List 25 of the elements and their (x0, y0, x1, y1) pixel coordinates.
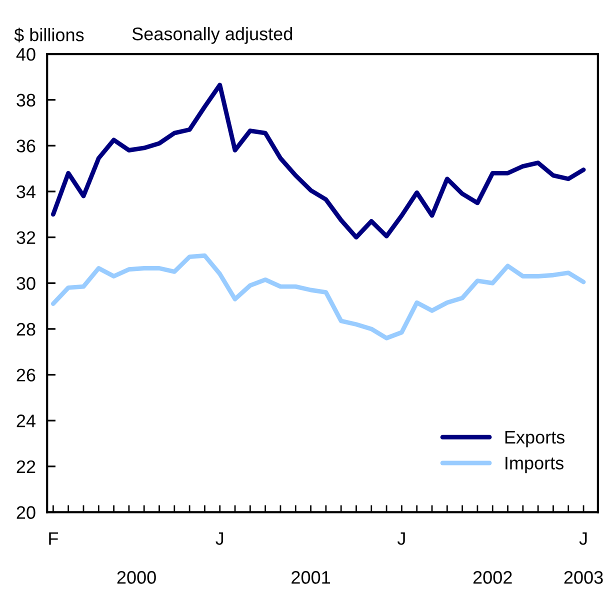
y-tick-label: 30 (16, 277, 36, 290)
y-tick-label: 26 (16, 368, 36, 382)
chart-subtitle: Seasonally adjusted (132, 27, 292, 44)
text: 2003 (564, 571, 603, 584)
text: 2001 (292, 571, 330, 584)
x-tick-label: J (397, 532, 405, 545)
legend-label: Exports (505, 431, 564, 448)
y-tick-label: 36 (16, 140, 36, 152)
legend-label: Imports (506, 456, 564, 474)
y-tick-label: 24 (16, 414, 36, 428)
text: 2000 (117, 571, 156, 584)
y-tick-label: 34 (16, 185, 36, 198)
y-tick-label: 28 (16, 322, 36, 336)
y-tick-label: 38 (16, 94, 36, 107)
y-axis-title: $ billions (14, 28, 84, 42)
line-series (50, 253, 586, 340)
x-tick-label: F (49, 532, 58, 545)
y-tick-label: 20 (16, 506, 36, 519)
y-tick-label: 40 (16, 48, 36, 61)
y-tick-label: 32 (16, 231, 36, 244)
x-tick-label: J (579, 532, 587, 545)
line-series (50, 82, 586, 240)
x-tick-label: J (216, 532, 224, 545)
text: 2002 (473, 571, 512, 584)
y-tick-label: 22 (16, 460, 36, 473)
